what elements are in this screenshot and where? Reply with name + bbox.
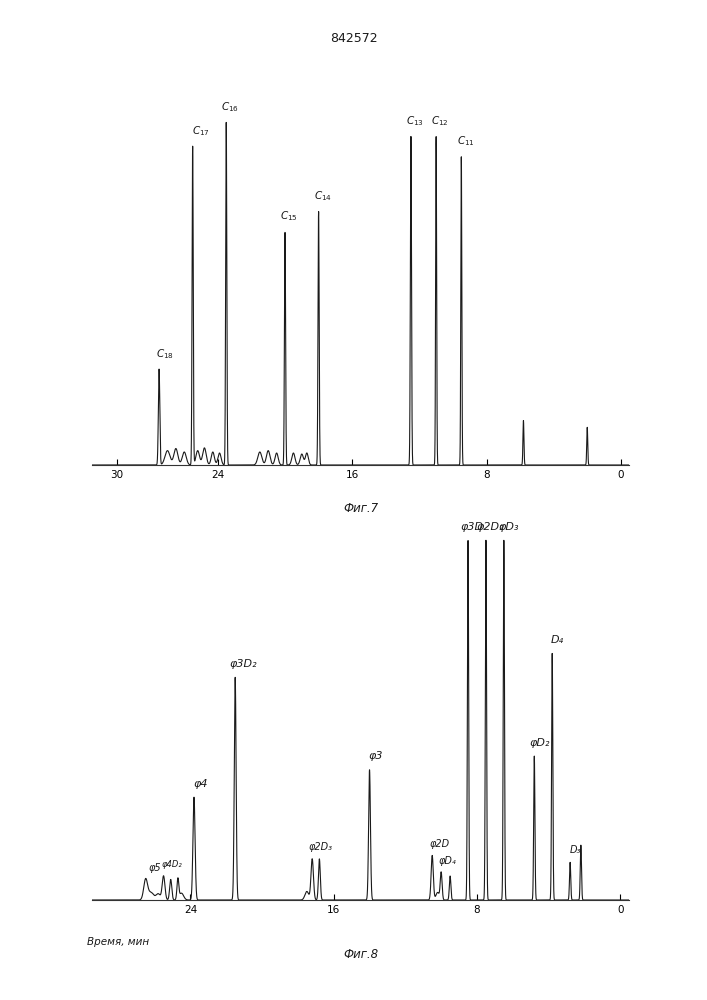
Text: φD₄: φD₄ bbox=[438, 856, 456, 866]
Text: C$_{15}$: C$_{15}$ bbox=[280, 210, 298, 223]
Text: D₃: D₃ bbox=[569, 845, 581, 855]
Text: φ3D: φ3D bbox=[461, 522, 484, 532]
Text: C$_{16}$: C$_{16}$ bbox=[221, 100, 240, 114]
Text: φ3D₂: φ3D₂ bbox=[230, 659, 257, 669]
Text: C$_{13}$: C$_{13}$ bbox=[406, 114, 424, 128]
Text: 842572: 842572 bbox=[329, 32, 378, 45]
Text: C$_{17}$: C$_{17}$ bbox=[192, 124, 210, 138]
Text: φD₂: φD₂ bbox=[529, 738, 549, 748]
Text: Фиг.7: Фиг.7 bbox=[343, 502, 378, 515]
Text: Время, мин: Время, мин bbox=[86, 937, 148, 947]
Text: φ2D₂: φ2D₂ bbox=[477, 522, 504, 532]
Text: D₄: D₄ bbox=[551, 635, 563, 645]
Text: φ2D₃: φ2D₃ bbox=[308, 842, 332, 852]
Text: φ4: φ4 bbox=[194, 779, 209, 789]
Text: φ4D₂: φ4D₂ bbox=[161, 860, 182, 869]
Text: C$_{14}$: C$_{14}$ bbox=[314, 189, 332, 203]
Text: C$_{12}$: C$_{12}$ bbox=[431, 114, 449, 128]
Text: Фиг.8: Фиг.8 bbox=[343, 948, 378, 961]
Text: C$_{18}$: C$_{18}$ bbox=[156, 347, 174, 361]
Text: φ5: φ5 bbox=[148, 863, 161, 873]
Text: φ3: φ3 bbox=[368, 751, 383, 761]
Text: φ2D: φ2D bbox=[429, 839, 450, 849]
Text: φD₃: φD₃ bbox=[498, 522, 518, 532]
Text: C$_{11}$: C$_{11}$ bbox=[457, 134, 474, 148]
